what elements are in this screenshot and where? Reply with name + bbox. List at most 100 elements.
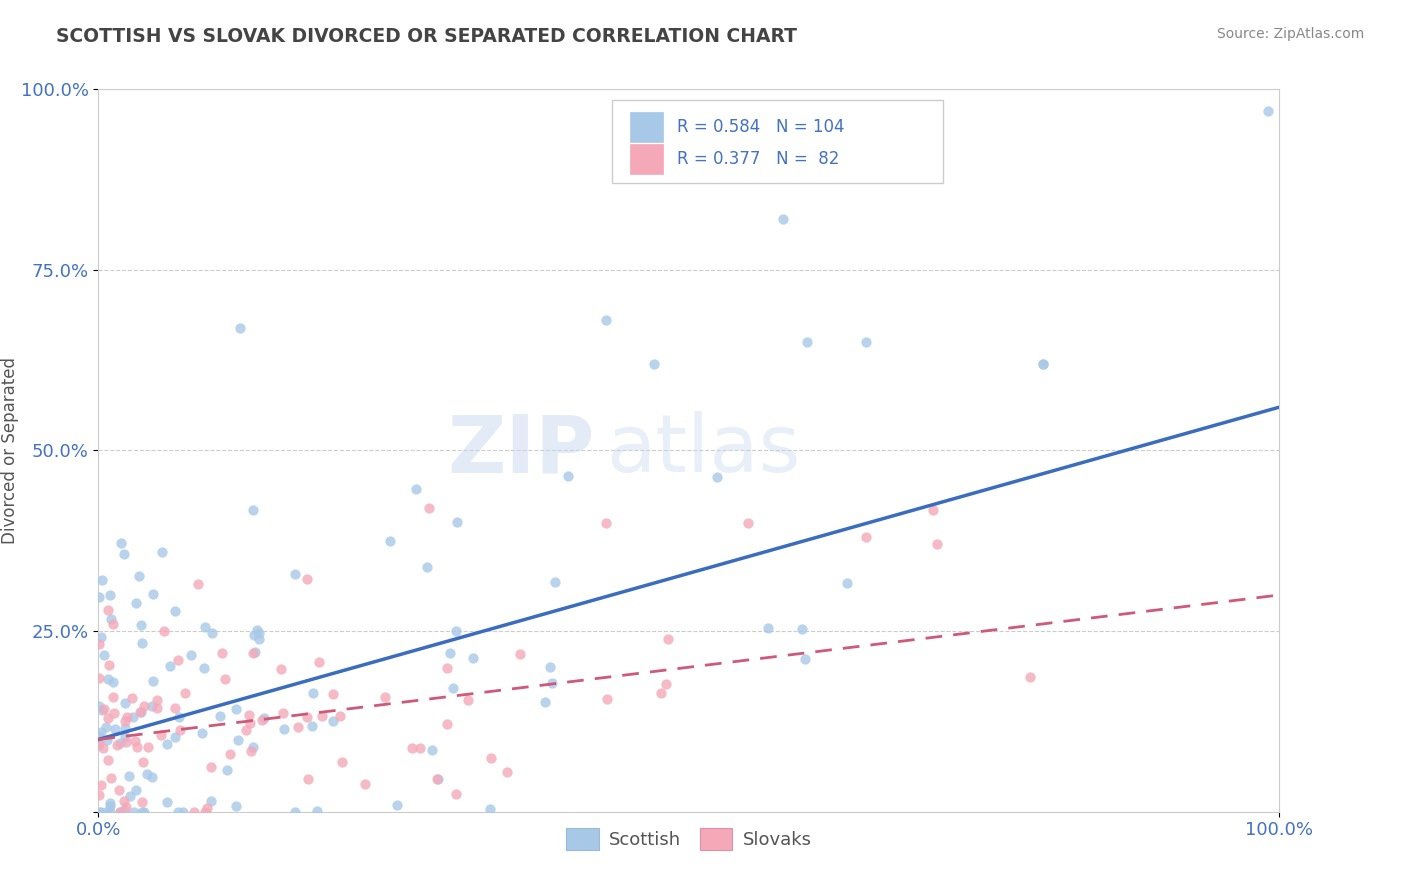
Point xyxy=(242,739,264,754)
Point xyxy=(98,588,121,602)
Point xyxy=(509,647,531,661)
Point xyxy=(1032,357,1054,371)
Point xyxy=(91,703,114,717)
Point xyxy=(595,692,617,706)
Point xyxy=(125,739,148,754)
Point xyxy=(595,313,617,327)
Point xyxy=(131,796,153,810)
Point xyxy=(301,686,323,700)
Point xyxy=(271,706,294,720)
Point xyxy=(200,759,222,773)
Point xyxy=(855,530,877,544)
Point xyxy=(706,470,728,484)
Point xyxy=(134,805,156,819)
Point xyxy=(105,738,128,752)
Point xyxy=(131,636,153,650)
Point xyxy=(152,624,174,638)
Point xyxy=(247,632,270,647)
Point xyxy=(87,699,110,714)
Point xyxy=(242,646,264,660)
Point xyxy=(239,716,262,731)
Point xyxy=(129,705,152,719)
Point xyxy=(378,533,401,548)
Point xyxy=(301,719,323,733)
Point xyxy=(211,646,233,660)
Point xyxy=(97,603,120,617)
Point xyxy=(457,692,479,706)
Point xyxy=(247,626,270,640)
Point xyxy=(114,730,136,744)
Point xyxy=(90,805,112,819)
Point xyxy=(541,676,564,690)
Point xyxy=(112,547,135,561)
Point xyxy=(322,714,344,728)
Point xyxy=(1257,103,1279,118)
Point xyxy=(837,576,859,591)
Point xyxy=(855,334,877,349)
Point xyxy=(98,657,121,672)
Point xyxy=(115,735,138,749)
Point xyxy=(89,671,111,685)
Point xyxy=(150,544,173,558)
Point xyxy=(149,727,172,741)
Point xyxy=(118,789,141,803)
Point xyxy=(87,590,110,604)
Point xyxy=(128,569,150,583)
Point xyxy=(534,695,557,709)
Point xyxy=(416,559,439,574)
Point xyxy=(122,805,145,819)
Text: ZIP: ZIP xyxy=(447,411,595,490)
Point xyxy=(97,711,120,725)
Point xyxy=(405,483,427,497)
Point xyxy=(191,725,214,739)
Point xyxy=(243,645,266,659)
Point xyxy=(329,709,352,723)
Point xyxy=(141,770,163,784)
Text: atlas: atlas xyxy=(606,411,800,490)
Text: SCOTTISH VS SLOVAK DIVORCED OR SEPARATED CORRELATION CHART: SCOTTISH VS SLOVAK DIVORCED OR SEPARATED… xyxy=(56,27,797,45)
FancyBboxPatch shape xyxy=(612,100,943,183)
Point xyxy=(101,617,124,632)
Point xyxy=(439,646,461,660)
Point xyxy=(187,577,209,591)
Point xyxy=(146,701,169,715)
Point xyxy=(756,621,779,635)
Text: R = 0.377   N =  82: R = 0.377 N = 82 xyxy=(678,150,839,169)
Point xyxy=(297,772,319,786)
Point xyxy=(295,572,318,586)
Point xyxy=(124,783,146,797)
Legend: Scottish, Slovaks: Scottish, Slovaks xyxy=(558,821,820,857)
Point xyxy=(194,805,217,819)
Point xyxy=(146,692,169,706)
Point xyxy=(790,623,813,637)
Point xyxy=(121,690,143,705)
Point xyxy=(156,737,179,751)
Point xyxy=(101,690,124,704)
Point xyxy=(136,767,159,781)
Point xyxy=(219,747,242,762)
Point xyxy=(89,788,111,802)
Point xyxy=(110,536,132,550)
Point xyxy=(121,710,143,724)
Point xyxy=(496,765,519,780)
Point xyxy=(657,632,679,646)
Point xyxy=(193,661,215,675)
Point xyxy=(142,673,165,688)
Point xyxy=(110,736,132,750)
Point xyxy=(557,468,579,483)
Point xyxy=(166,805,188,819)
Point xyxy=(595,516,617,530)
Point xyxy=(159,658,181,673)
Point xyxy=(129,618,152,632)
Point xyxy=(478,801,501,815)
Point xyxy=(101,675,124,690)
Point xyxy=(737,516,759,530)
Point xyxy=(225,798,247,813)
Point xyxy=(385,798,408,813)
Point xyxy=(229,320,252,334)
Point xyxy=(108,805,131,819)
Point xyxy=(226,733,249,747)
Point xyxy=(772,212,794,227)
Point xyxy=(87,805,110,819)
Point xyxy=(169,723,191,738)
